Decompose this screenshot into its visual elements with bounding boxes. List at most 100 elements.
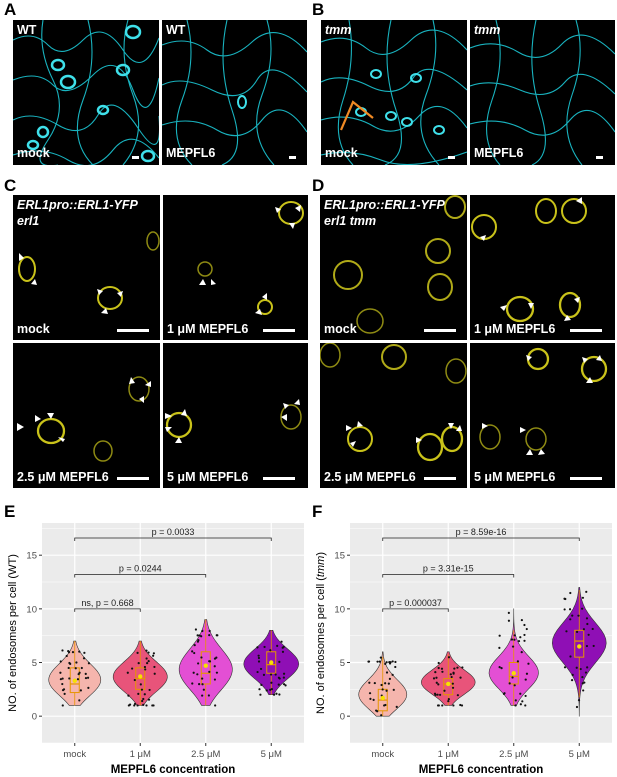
data-point bbox=[581, 607, 584, 610]
data-point bbox=[581, 675, 584, 679]
treatment-b-left: mock bbox=[325, 146, 358, 160]
plot-background bbox=[42, 523, 304, 743]
data-point bbox=[281, 646, 284, 649]
data-point bbox=[256, 646, 259, 649]
data-point bbox=[282, 676, 285, 679]
data-point bbox=[441, 670, 444, 673]
data-point bbox=[84, 676, 88, 680]
treatment-d-1um: 1 μM MEPFL6 bbox=[474, 322, 556, 336]
data-point bbox=[208, 670, 211, 673]
data-point bbox=[284, 684, 287, 687]
data-point bbox=[508, 682, 511, 685]
x-tick-label: 2.5 μM bbox=[191, 749, 220, 760]
data-point bbox=[275, 692, 278, 695]
data-point bbox=[144, 668, 147, 671]
data-point bbox=[432, 677, 436, 680]
data-point bbox=[384, 662, 387, 665]
data-point bbox=[385, 661, 388, 664]
arrowhead bbox=[520, 427, 526, 433]
data-point bbox=[523, 633, 526, 637]
treatment-d-5um: 5 μM MEPFL6 bbox=[474, 470, 556, 484]
arrowhead bbox=[528, 303, 534, 309]
data-point bbox=[507, 619, 511, 622]
data-point bbox=[133, 678, 136, 682]
data-point bbox=[447, 656, 451, 659]
micrograph-a-mepfl6: WT MEPFL6 bbox=[162, 20, 307, 165]
data-point bbox=[391, 660, 394, 663]
x-axis-title: MEPFL6 concentration bbox=[419, 764, 544, 776]
data-point bbox=[434, 693, 437, 696]
data-point bbox=[68, 677, 71, 680]
y-axis-title-italic: tmm bbox=[315, 556, 327, 577]
micrograph-c-5um: 5 μM MEPFL6 bbox=[163, 343, 308, 488]
data-point bbox=[524, 704, 527, 707]
treatment-c-5um: 5 μM MEPFL6 bbox=[167, 470, 249, 484]
arrowhead bbox=[416, 437, 422, 443]
p-value-label: p = 0.000037 bbox=[389, 598, 442, 608]
data-point bbox=[437, 666, 440, 670]
arrowhead bbox=[275, 207, 281, 213]
arrowhead bbox=[294, 399, 300, 405]
data-point bbox=[523, 639, 526, 642]
data-point bbox=[196, 640, 200, 643]
arrowhead bbox=[586, 377, 593, 383]
x-axis-title: MEPFL6 concentration bbox=[111, 764, 236, 776]
arrowhead bbox=[596, 355, 602, 361]
data-point bbox=[152, 654, 155, 657]
scale-bar bbox=[424, 477, 456, 480]
data-point bbox=[498, 646, 501, 649]
panel-label-c: C bbox=[4, 176, 17, 195]
x-tick-label: 1 μM bbox=[130, 749, 151, 760]
mean-point bbox=[446, 681, 451, 687]
treatment-d-2-5um: 2.5 μM MEPFL6 bbox=[324, 470, 416, 484]
data-point bbox=[201, 677, 204, 680]
data-point bbox=[383, 704, 386, 707]
data-point bbox=[77, 673, 80, 676]
data-point bbox=[368, 692, 372, 695]
data-point bbox=[63, 692, 66, 695]
mean-point bbox=[380, 695, 385, 701]
data-point bbox=[269, 688, 272, 691]
arrowhead bbox=[165, 427, 172, 432]
data-point bbox=[520, 618, 523, 622]
data-point bbox=[385, 671, 389, 674]
data-point bbox=[394, 660, 397, 664]
panel-label-b: B bbox=[312, 0, 325, 19]
data-point bbox=[196, 634, 199, 637]
arrowhead bbox=[139, 396, 144, 403]
data-point bbox=[61, 649, 64, 652]
mean-point bbox=[577, 644, 582, 649]
p-value-label: ns, p = 0.668 bbox=[81, 598, 133, 608]
title-b-left: tmm bbox=[325, 23, 352, 37]
data-point bbox=[575, 630, 579, 633]
data-point bbox=[61, 682, 64, 686]
data-point bbox=[525, 627, 528, 631]
data-point bbox=[207, 694, 210, 697]
data-point bbox=[438, 693, 442, 696]
y-tick-label: 10 bbox=[334, 604, 345, 615]
data-point bbox=[507, 611, 510, 614]
data-point bbox=[270, 688, 273, 691]
y-axis-title-part: ) bbox=[315, 552, 327, 556]
data-point bbox=[563, 597, 566, 600]
y-tick-label: 5 bbox=[32, 658, 37, 669]
data-point bbox=[587, 633, 590, 636]
arrowhead bbox=[526, 355, 532, 361]
data-point bbox=[152, 652, 155, 655]
y-tick-label: 15 bbox=[334, 551, 345, 562]
data-point bbox=[571, 673, 574, 676]
arrowhead bbox=[47, 413, 54, 419]
data-point bbox=[258, 688, 261, 691]
cyan-cells-b-mock bbox=[321, 20, 467, 165]
arrowhead bbox=[19, 253, 24, 261]
data-point bbox=[437, 661, 440, 665]
data-point bbox=[521, 700, 524, 703]
data-point bbox=[563, 608, 566, 611]
data-point bbox=[198, 683, 201, 686]
title-d-line1: ERL1pro::ERL1-YFP bbox=[324, 198, 445, 212]
title-a-right: WT bbox=[166, 23, 186, 37]
data-point bbox=[136, 651, 139, 654]
data-point bbox=[435, 676, 438, 679]
title-a-left: WT bbox=[17, 23, 37, 37]
panel-label-a: A bbox=[4, 0, 17, 19]
